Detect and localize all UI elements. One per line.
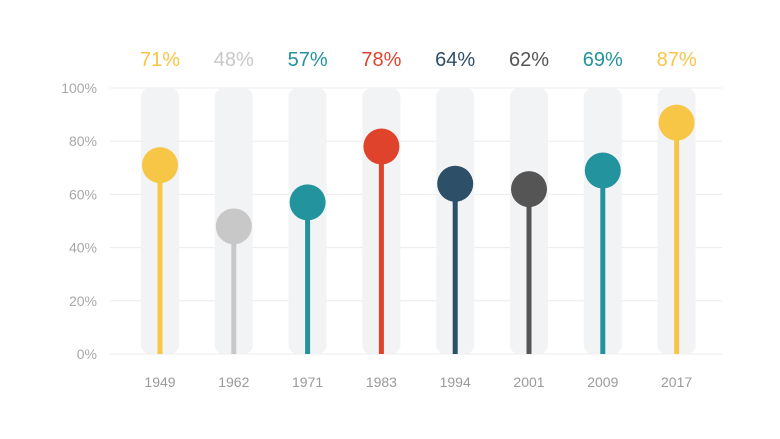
- y-tick-label: 40%: [69, 240, 97, 256]
- lollipop-stem: [452, 183, 458, 354]
- lollipop-stem: [231, 226, 237, 354]
- lollipop-dot: [289, 184, 326, 221]
- x-tick-label: 1949: [144, 374, 175, 390]
- lollipop-dot: [437, 165, 474, 202]
- y-tick-label: 80%: [69, 133, 97, 149]
- lollipop-dot: [584, 152, 621, 189]
- lollipop-stem: [378, 146, 384, 354]
- lollipop-dot: [215, 208, 252, 245]
- lollipop-dot: [363, 128, 400, 165]
- lollipop-stem: [305, 202, 311, 354]
- lollipop-dot: [142, 147, 178, 184]
- data-label: 62%: [509, 49, 549, 71]
- data-label: 48%: [214, 49, 254, 71]
- data-label: 78%: [361, 49, 401, 71]
- x-tick-label: 2001: [513, 374, 544, 390]
- x-tick-label: 1994: [440, 374, 471, 390]
- lollipop-marks: [142, 104, 695, 354]
- lollipop-stem: [526, 189, 532, 354]
- x-tick-label: 2017: [661, 374, 692, 390]
- y-tick-label: 100%: [61, 80, 97, 96]
- x-tick-label: 2009: [587, 374, 618, 390]
- x-tick-label: 1962: [218, 374, 249, 390]
- x-axis: 1949 1962 1971 1983 1994 2001 2009 2017: [144, 374, 692, 390]
- gridlines: [110, 87, 722, 355]
- lollipop-stem: [600, 170, 606, 354]
- x-tick-label: 1983: [366, 374, 397, 390]
- lollipop-dot: [658, 104, 695, 141]
- data-label: 64%: [435, 49, 475, 71]
- data-label: 87%: [657, 49, 697, 71]
- data-label: 69%: [583, 49, 623, 71]
- x-tick-label: 1971: [292, 374, 323, 390]
- data-label: 71%: [140, 49, 180, 71]
- value-labels: 71% 48% 57% 78% 64% 62% 69% 87%: [140, 49, 697, 71]
- lollipop-dot: [511, 171, 547, 208]
- lollipop-stem: [674, 122, 680, 354]
- y-tick-label: 0%: [77, 346, 97, 362]
- y-tick-label: 60%: [69, 186, 97, 202]
- y-axis: 0% 20% 40% 60% 80% 100%: [61, 80, 97, 362]
- y-tick-label: 20%: [69, 293, 97, 309]
- lollipop-stem: [157, 165, 163, 354]
- data-label: 57%: [288, 49, 328, 71]
